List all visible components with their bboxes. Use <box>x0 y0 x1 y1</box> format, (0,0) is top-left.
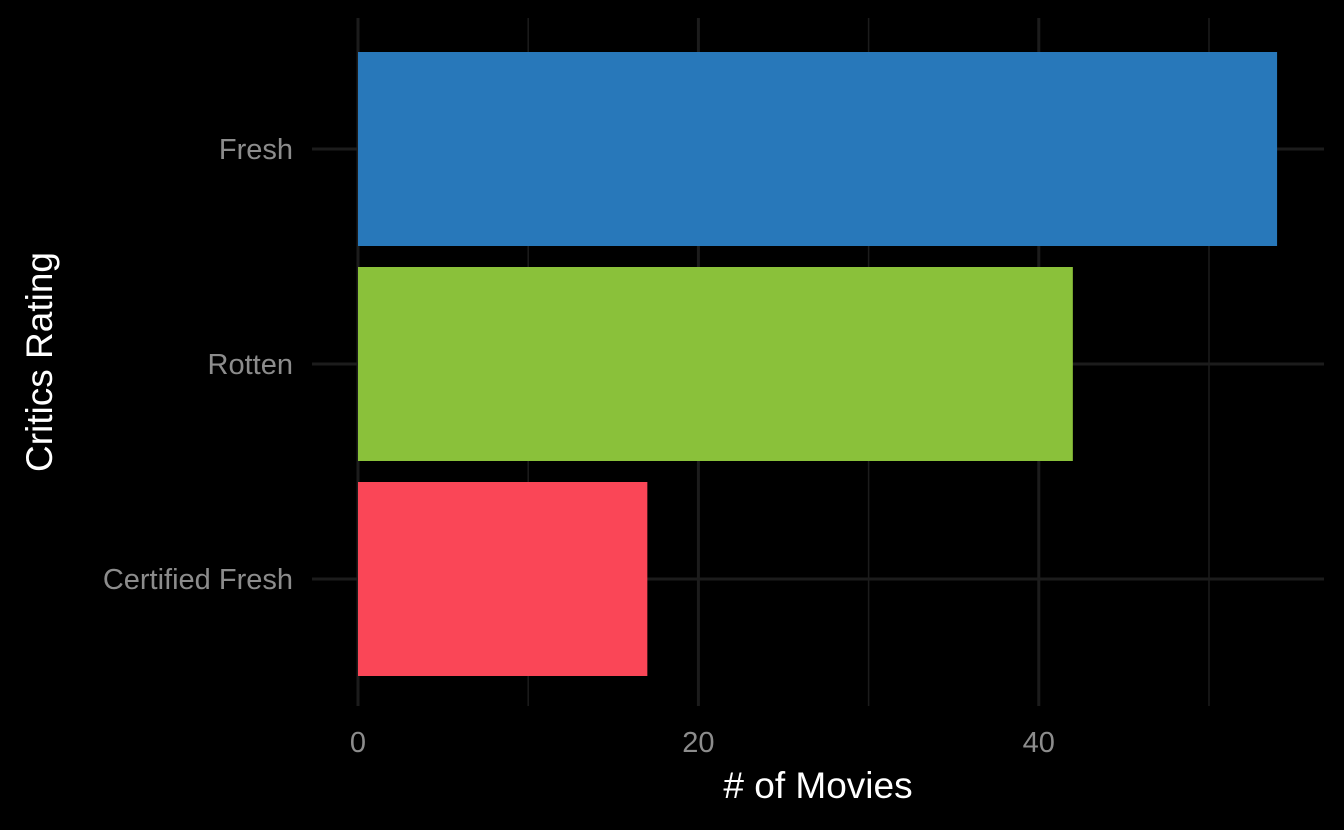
bar <box>358 267 1073 461</box>
x-axis-title: # of Movies <box>723 765 912 806</box>
x-tick-label: 40 <box>1023 727 1055 759</box>
y-axis-tick-labels: Fresh Rotten Certified Fresh <box>103 134 293 596</box>
y-tick-label: Fresh <box>219 134 293 166</box>
bars <box>358 52 1278 676</box>
x-tick-label: 20 <box>682 727 714 759</box>
x-tick-label: 0 <box>350 727 366 759</box>
y-axis-title: Critics Rating <box>19 252 60 472</box>
y-tick-label: Rotten <box>208 349 293 381</box>
y-axis-ticks <box>312 147 330 581</box>
y-tick-label: Certified Fresh <box>103 564 293 596</box>
bar <box>358 482 648 676</box>
bar <box>358 52 1278 246</box>
x-axis-tick-labels: 0 20 40 <box>350 727 1055 759</box>
